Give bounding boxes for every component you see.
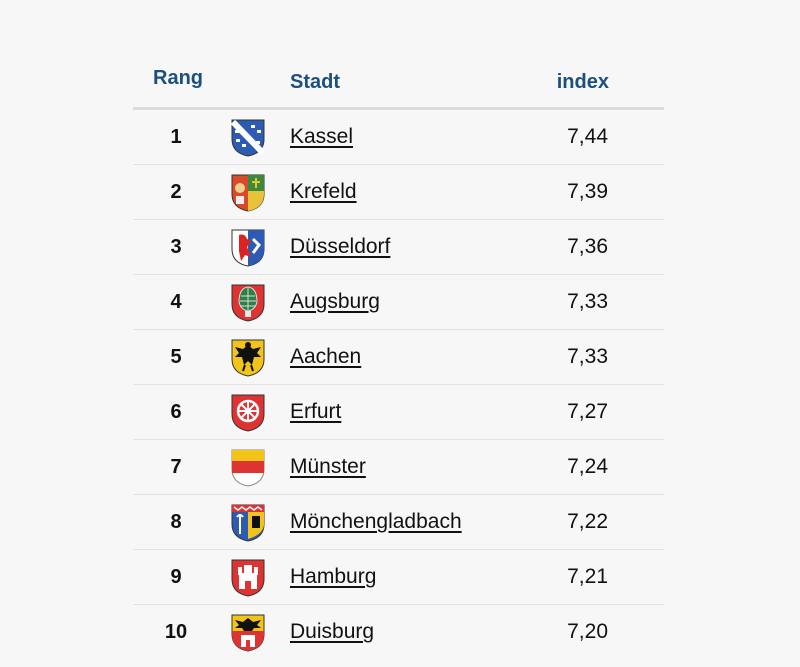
index-value: 7,36 (567, 235, 608, 258)
table-row: 4 Augsburg 7,33 (133, 275, 664, 330)
rank-value: 9 (170, 566, 182, 588)
header-index: index (556, 71, 609, 93)
index-value: 7,22 (567, 510, 608, 533)
kassel-crest-icon (231, 119, 265, 157)
rank-value: 1 (170, 126, 182, 148)
header-rank: Rang (153, 67, 203, 89)
table-row: 9 Hamburg 7,21 (133, 550, 664, 605)
index-value: 7,44 (567, 125, 608, 148)
index-value: 7,21 (567, 565, 608, 588)
index-value: 7,39 (567, 180, 608, 203)
krefeld-crest-icon (231, 174, 265, 212)
rank-value: 6 (170, 401, 182, 423)
index-value: 7,33 (567, 345, 608, 368)
table-header: Rang Stadt index (133, 55, 664, 110)
header-city: Stadt (290, 71, 340, 93)
duisburg-crest-icon (231, 614, 265, 652)
table-row: 8 Mönchengladbach 7,22 (133, 495, 664, 550)
city-link[interactable]: Mönchengladbach (290, 510, 462, 533)
rank-value: 4 (170, 291, 182, 313)
table-row: 6 Erfurt 7,27 (133, 385, 664, 440)
table-row: 10 Duisburg 7,20 (133, 605, 664, 659)
rank-value: 2 (170, 181, 182, 203)
augsburg-crest-icon (231, 284, 265, 322)
index-value: 7,27 (567, 400, 608, 423)
index-value: 7,33 (567, 290, 608, 313)
city-link[interactable]: Münster (290, 455, 366, 478)
duesseldorf-crest-icon (231, 229, 265, 267)
city-link[interactable]: Kassel (290, 125, 354, 148)
city-link[interactable]: Hamburg (290, 565, 377, 588)
table-row: 7 Münster 7,24 (133, 440, 664, 495)
index-value: 7,24 (567, 455, 608, 478)
muenster-crest-icon (231, 449, 265, 487)
moenchengladbach-crest-icon (231, 504, 265, 542)
city-link[interactable]: Augsburg (290, 290, 380, 313)
table-row: 5 Aachen 7,33 (133, 330, 664, 385)
city-link[interactable]: Erfurt (290, 400, 342, 423)
table-row: 3 Düsseldorf 7,36 (133, 220, 664, 275)
city-link[interactable]: Duisburg (290, 620, 375, 643)
rank-value: 7 (170, 456, 182, 478)
table-row: 1 Kassel 7,44 (133, 110, 664, 165)
hamburg-crest-icon (231, 559, 265, 597)
table-row: 2 Krefeld 7,39 (133, 165, 664, 220)
index-value: 7,20 (567, 620, 608, 643)
city-link[interactable]: Düsseldorf (290, 235, 391, 258)
aachen-crest-icon (231, 339, 265, 377)
ranking-table: Rang Stadt index 1 Kassel 7,44 2 Krefeld… (133, 55, 664, 659)
rank-value: 3 (170, 236, 182, 258)
city-link[interactable]: Aachen (290, 345, 362, 368)
erfurt-crest-icon (231, 394, 265, 432)
rank-value: 10 (164, 621, 188, 643)
rank-value: 5 (170, 346, 182, 368)
rank-value: 8 (170, 511, 182, 533)
city-link[interactable]: Krefeld (290, 180, 357, 203)
